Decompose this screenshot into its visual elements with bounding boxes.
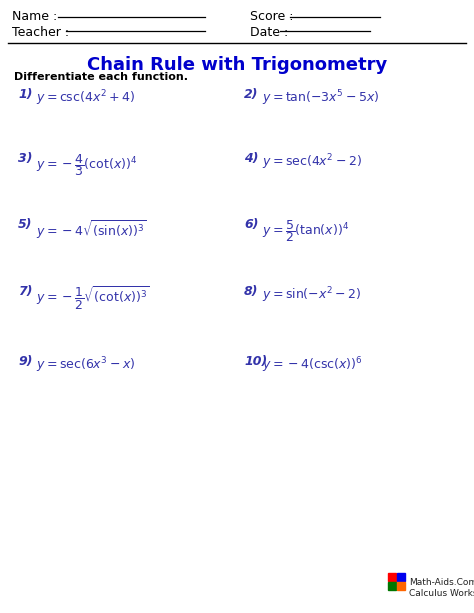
Text: 6): 6) — [244, 218, 258, 231]
Text: $y = \sec(4x^{2} - 2)$: $y = \sec(4x^{2} - 2)$ — [262, 152, 362, 172]
Text: 2): 2) — [244, 88, 258, 101]
Text: Chain Rule with Trigonometry: Chain Rule with Trigonometry — [87, 56, 387, 74]
Text: $y = \sin(-x^{2} - 2)$: $y = \sin(-x^{2} - 2)$ — [262, 285, 361, 305]
Text: 5): 5) — [18, 218, 33, 231]
Text: $y = \csc(4x^{2} + 4)$: $y = \csc(4x^{2} + 4)$ — [36, 88, 135, 108]
Text: Differentiate each function.: Differentiate each function. — [14, 72, 188, 82]
Text: $y = -\dfrac{1}{2}\sqrt{(\cot(x))^{3}}$: $y = -\dfrac{1}{2}\sqrt{(\cot(x))^{3}}$ — [36, 285, 150, 312]
Text: 4): 4) — [244, 152, 258, 165]
Text: $y = \sec(6x^{3} - x)$: $y = \sec(6x^{3} - x)$ — [36, 355, 136, 375]
Text: 7): 7) — [18, 285, 33, 298]
Bar — [388, 582, 396, 590]
Text: 1): 1) — [18, 88, 33, 101]
Text: 9): 9) — [18, 355, 33, 368]
Text: Date :: Date : — [250, 26, 288, 39]
Text: Teacher :: Teacher : — [12, 26, 69, 39]
Text: $y = -4\sqrt{(\sin(x))^{3}}$: $y = -4\sqrt{(\sin(x))^{3}}$ — [36, 218, 147, 241]
Bar — [397, 582, 405, 590]
Text: $y = \dfrac{5}{2}(\tan(x))^{4}$: $y = \dfrac{5}{2}(\tan(x))^{4}$ — [262, 218, 349, 244]
Text: 10): 10) — [244, 355, 267, 368]
Text: 3): 3) — [18, 152, 33, 165]
Text: $y = \tan(-3x^{5} - 5x)$: $y = \tan(-3x^{5} - 5x)$ — [262, 88, 379, 108]
Bar — [388, 573, 396, 581]
Text: $y = -4(\csc(x))^{6}$: $y = -4(\csc(x))^{6}$ — [262, 355, 363, 375]
Text: Calculus Worksheets: Calculus Worksheets — [409, 589, 474, 598]
Text: Math-Aids.Com: Math-Aids.Com — [409, 578, 474, 587]
Text: Score :: Score : — [250, 10, 293, 23]
Text: 8): 8) — [244, 285, 258, 298]
Bar — [397, 573, 405, 581]
Text: Name :: Name : — [12, 10, 57, 23]
Text: $y = -\dfrac{4}{3}(\cot(x))^{4}$: $y = -\dfrac{4}{3}(\cot(x))^{4}$ — [36, 152, 137, 178]
